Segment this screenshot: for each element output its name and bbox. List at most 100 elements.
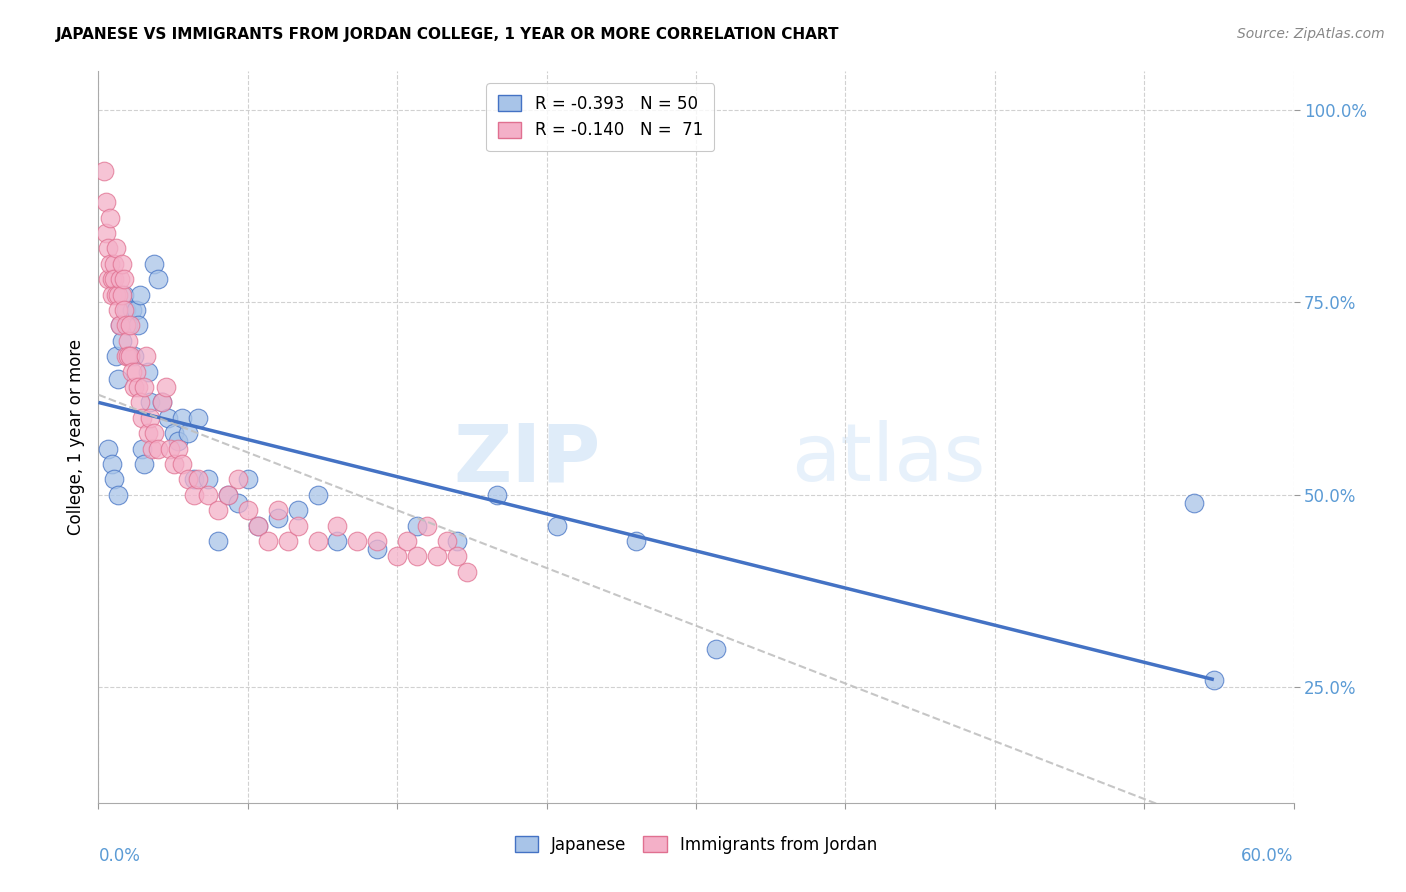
- Point: [112, 303, 135, 318]
- Point: [111, 287, 134, 301]
- Point: [107, 372, 129, 386]
- Point: [246, 518, 269, 533]
- Point: [117, 349, 139, 363]
- Point: [117, 318, 139, 333]
- Point: [236, 503, 259, 517]
- Point: [1202, 673, 1225, 687]
- Point: [120, 349, 142, 363]
- Point: [155, 380, 177, 394]
- Point: [167, 434, 190, 448]
- Point: [207, 503, 229, 517]
- Point: [111, 334, 134, 348]
- Point: [111, 257, 134, 271]
- Point: [396, 534, 419, 549]
- Point: [157, 410, 180, 425]
- Point: [134, 380, 156, 394]
- Point: [120, 318, 142, 333]
- Point: [125, 365, 148, 379]
- Point: [172, 457, 194, 471]
- Point: [103, 257, 125, 271]
- Point: [101, 272, 124, 286]
- Point: [103, 472, 125, 486]
- Point: [105, 242, 128, 256]
- Point: [143, 426, 166, 441]
- Point: [546, 518, 568, 533]
- Point: [485, 488, 508, 502]
- Point: [426, 549, 449, 564]
- Point: [96, 226, 118, 240]
- Point: [103, 272, 125, 286]
- Point: [406, 549, 429, 564]
- Point: [97, 442, 120, 456]
- Point: [98, 257, 122, 271]
- Point: [246, 518, 269, 533]
- Point: [141, 442, 163, 456]
- Point: [167, 442, 190, 456]
- Point: [163, 457, 186, 471]
- Point: [197, 472, 219, 486]
- Text: Source: ZipAtlas.com: Source: ZipAtlas.com: [1237, 27, 1385, 41]
- Point: [446, 549, 468, 564]
- Point: [120, 349, 142, 363]
- Point: [139, 410, 162, 425]
- Point: [117, 334, 139, 348]
- Point: [112, 272, 135, 286]
- Point: [416, 518, 439, 533]
- Point: [226, 495, 249, 509]
- Text: 0.0%: 0.0%: [98, 847, 141, 864]
- Point: [115, 349, 138, 363]
- Point: [177, 472, 200, 486]
- Point: [135, 349, 157, 363]
- Point: [177, 426, 200, 441]
- Text: atlas: atlas: [792, 420, 986, 498]
- Point: [127, 380, 149, 394]
- Point: [436, 534, 458, 549]
- Point: [97, 242, 120, 256]
- Point: [98, 211, 122, 225]
- Point: [131, 442, 153, 456]
- Point: [183, 488, 205, 502]
- Point: [626, 534, 648, 549]
- Point: [183, 472, 205, 486]
- Point: [236, 472, 259, 486]
- Point: [124, 349, 146, 363]
- Point: [326, 534, 349, 549]
- Point: [124, 380, 146, 394]
- Point: [197, 488, 219, 502]
- Point: [105, 287, 128, 301]
- Point: [97, 272, 120, 286]
- Point: [217, 488, 239, 502]
- Point: [148, 272, 170, 286]
- Point: [207, 534, 229, 549]
- Point: [127, 318, 149, 333]
- Point: [110, 318, 132, 333]
- Point: [256, 534, 278, 549]
- Text: 60.0%: 60.0%: [1241, 847, 1294, 864]
- Text: ZIP: ZIP: [453, 420, 600, 498]
- Point: [267, 511, 290, 525]
- Point: [115, 318, 138, 333]
- Point: [217, 488, 239, 502]
- Point: [277, 534, 299, 549]
- Point: [172, 410, 194, 425]
- Point: [307, 534, 329, 549]
- Point: [129, 395, 152, 409]
- Point: [267, 503, 290, 517]
- Point: [101, 287, 124, 301]
- Point: [150, 395, 173, 409]
- Point: [406, 518, 429, 533]
- Y-axis label: College, 1 year or more: College, 1 year or more: [66, 339, 84, 535]
- Point: [110, 272, 132, 286]
- Point: [112, 287, 135, 301]
- Point: [150, 395, 173, 409]
- Point: [136, 365, 159, 379]
- Point: [93, 164, 115, 178]
- Point: [125, 303, 148, 318]
- Point: [287, 518, 309, 533]
- Point: [136, 426, 159, 441]
- Point: [287, 503, 309, 517]
- Point: [107, 488, 129, 502]
- Point: [326, 518, 349, 533]
- Point: [346, 534, 368, 549]
- Point: [105, 349, 128, 363]
